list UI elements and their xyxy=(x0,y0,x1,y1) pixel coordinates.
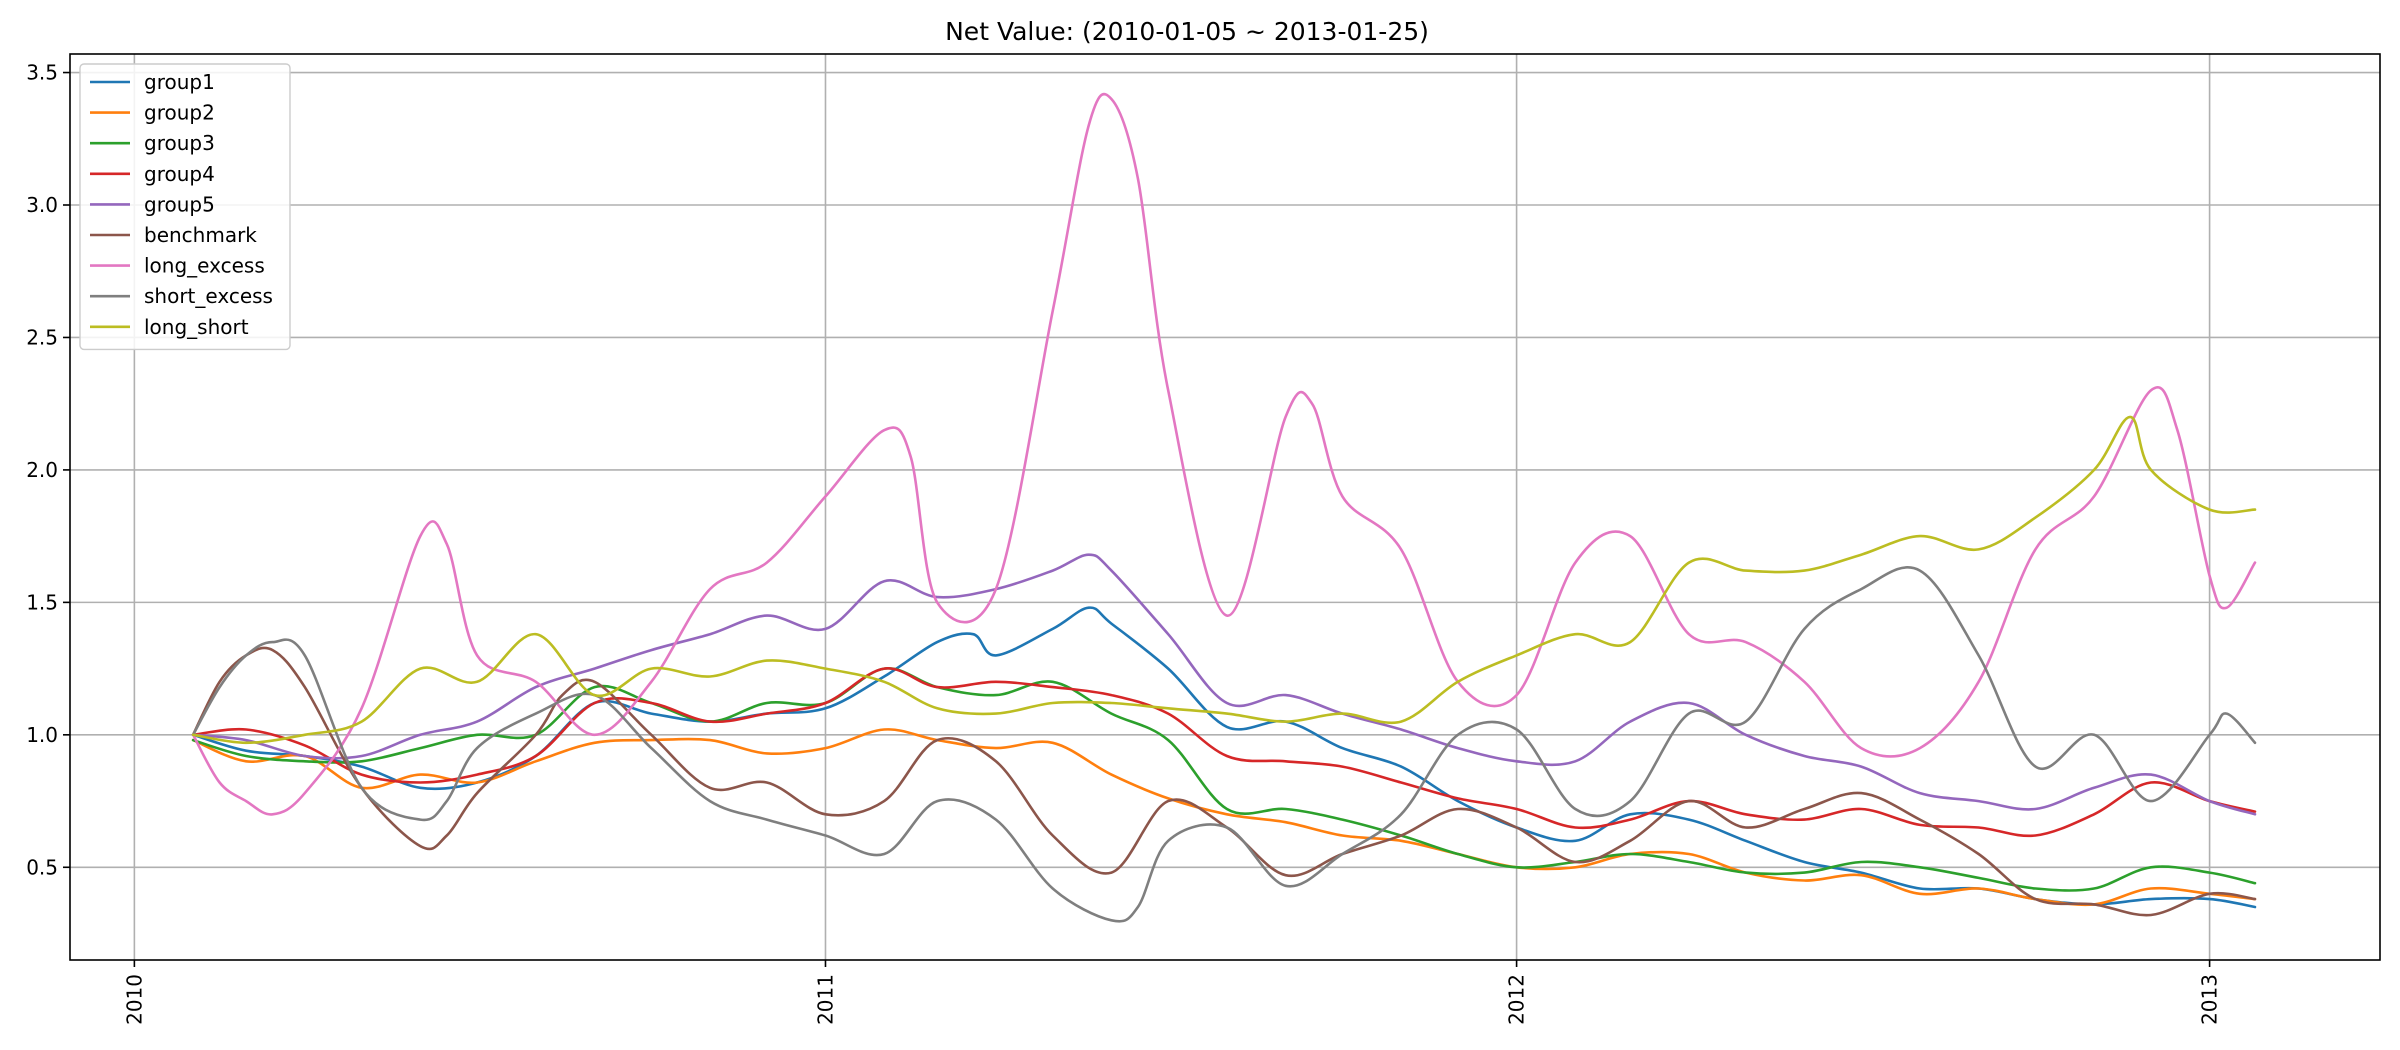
series-line-short-excess xyxy=(191,566,2257,923)
legend-label: benchmark xyxy=(144,223,257,247)
series-line-group4 xyxy=(191,667,2257,838)
series-line-benchmark xyxy=(191,646,2257,917)
series-line-long-short xyxy=(191,415,2257,745)
y-tick-label: 2.0 xyxy=(26,458,58,482)
x-tick-label: 2012 xyxy=(1505,974,1529,1025)
y-tick-label: 0.5 xyxy=(26,855,58,879)
y-tick-label: 1.0 xyxy=(26,723,58,747)
y-tick-label: 3.5 xyxy=(26,61,58,85)
y-axis: 0.5 1.0 1.5 2.0 2.5 3.0 3.5 xyxy=(26,61,70,879)
legend-label: group2 xyxy=(144,101,215,125)
legend: group1 group2 group3 group4 group5 benchmark l… xyxy=(79,63,291,351)
series-line-group1 xyxy=(191,606,2257,909)
series-line-group5 xyxy=(191,553,2257,816)
chart-title: Net Value: (2010-01-05 ~ 2013-01-25) xyxy=(945,17,1429,46)
legend-label: long_excess xyxy=(144,254,265,278)
x-axis: 2010 2011 2012 2013 xyxy=(122,960,2222,1025)
legend-label: group4 xyxy=(144,162,215,186)
y-tick-label: 3.0 xyxy=(26,193,58,217)
plot-area-frame xyxy=(69,53,2381,961)
series-layer xyxy=(191,92,2257,923)
series-line-long-excess xyxy=(191,92,2257,816)
legend-label: short_excess xyxy=(144,284,273,308)
x-tick-label: 2011 xyxy=(813,974,837,1025)
series-line-group2 xyxy=(191,728,2257,907)
y-tick-label: 2.5 xyxy=(26,325,58,349)
legend-label: group5 xyxy=(144,192,215,216)
legend-box xyxy=(79,63,291,351)
grid xyxy=(70,54,2380,960)
legend-label: group1 xyxy=(144,70,215,94)
y-tick-label: 1.5 xyxy=(26,590,58,614)
legend-label: group3 xyxy=(144,131,215,155)
x-tick-label: 2010 xyxy=(122,974,146,1025)
x-tick-label: 2013 xyxy=(2198,974,2222,1025)
legend-label: long_short xyxy=(144,315,249,339)
